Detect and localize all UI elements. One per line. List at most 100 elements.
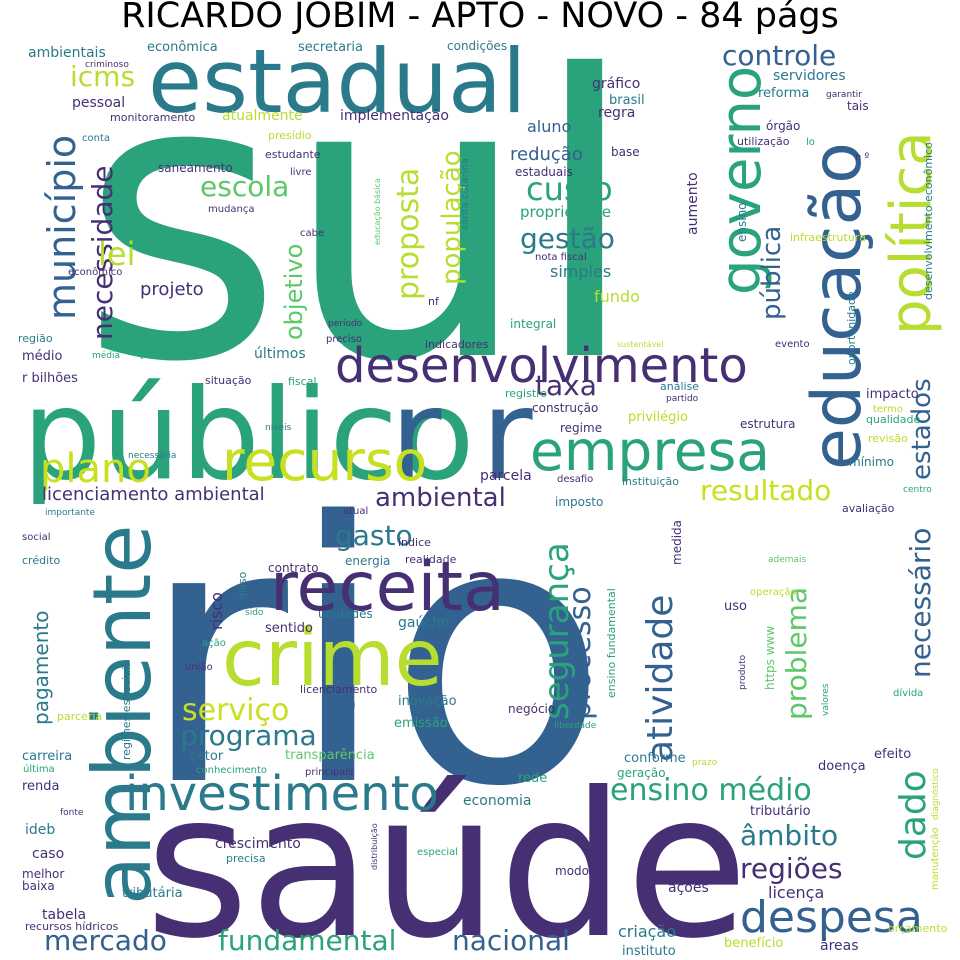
cloud-word: crédito [22, 554, 60, 567]
cloud-word: cabe [300, 228, 324, 239]
cloud-word: estaduais [515, 165, 573, 179]
cloud-word: programa [180, 719, 317, 752]
cloud-word: caso [32, 846, 64, 862]
cloud-word: monitoramento [110, 111, 196, 124]
cloud-word: contrato [268, 561, 319, 575]
cloud-word: fiscal [288, 375, 317, 388]
cloud-word: propriedade [520, 203, 611, 221]
cloud-word: município [40, 135, 84, 320]
cloud-word: necessário [904, 528, 937, 678]
cloud-word: orçamento [888, 922, 948, 935]
cloud-word: produto [738, 654, 748, 690]
cloud-word: situação [205, 374, 252, 387]
cloud-word: atualmente [222, 108, 303, 124]
cloud-word: despesa [740, 892, 923, 943]
cloud-word: social [22, 532, 51, 543]
cloud-word: desafio [557, 474, 593, 485]
cloud-word: últimos [254, 346, 306, 362]
cloud-word: lei [98, 235, 135, 273]
cloud-word: custo [526, 170, 613, 208]
cloud-word: indicadores [425, 338, 489, 351]
cloud-word: plano [40, 446, 151, 492]
cloud-word: geração [617, 766, 666, 780]
cloud-word: mercado [44, 924, 167, 957]
cloud-word: redução [510, 144, 583, 165]
cloud-word: última [23, 763, 55, 775]
cloud-word: crescimento [215, 836, 301, 852]
cloud-word: ambiental [375, 483, 506, 513]
cloud-word: estadual [148, 30, 526, 133]
cloud-word: regimes especiais [120, 661, 133, 760]
cloud-word: ensino médio [610, 773, 812, 808]
cloud-word: sido [245, 608, 264, 618]
cloud-word: ideb [25, 822, 55, 838]
cloud-word: energia [345, 554, 390, 568]
cloud-word: criação [618, 922, 676, 941]
cloud-word: sul [80, 0, 639, 447]
cloud-word: registro [505, 387, 547, 400]
cloud-word: período [328, 319, 363, 329]
cloud-word: conta [82, 133, 110, 144]
cloud-word: precisa [226, 852, 266, 865]
cloud-word: liberdade [554, 721, 597, 731]
cloud-word: pessoal [72, 95, 125, 111]
cloud-word: problema [780, 587, 813, 720]
cloud-word: instituto [622, 944, 676, 959]
cloud-word: oportunidade [845, 291, 858, 365]
cloud-word: estudante [265, 148, 321, 161]
cloud-word: economia [463, 793, 531, 809]
cloud-word: risco [207, 592, 226, 630]
cloud-word: crime [222, 614, 443, 704]
cloud-word: análise [660, 380, 699, 393]
cloud-word: educação básica [373, 178, 382, 245]
cloud-word: níveis [265, 423, 292, 433]
cloud-word: licenciamento [300, 683, 378, 696]
cloud-word: necessária [128, 451, 176, 461]
cloud-word: política [879, 131, 944, 335]
cloud-word: saúde [145, 750, 749, 960]
cloud-word: avaliação [842, 502, 895, 515]
cloud-word: econômico [68, 266, 122, 278]
cloud-word: ambientais [28, 45, 106, 61]
cloud-word: emissão [394, 716, 448, 731]
cloud-word: fundo [594, 287, 640, 306]
cloud-word: tributária [122, 886, 183, 901]
cloud-word: pagamento [29, 611, 53, 725]
cloud-word: aumento [685, 172, 701, 235]
cloud-word: processo [563, 586, 598, 720]
cloud-word: dado [893, 770, 934, 860]
cloud-word: negócio [508, 702, 555, 716]
cloud-word: baixa [22, 879, 55, 893]
cloud-word: modo [555, 864, 589, 878]
cloud-word: ação [202, 638, 226, 649]
cloud-word: disso [236, 571, 249, 600]
cloud-word: recurso [222, 429, 427, 493]
cloud-word: principais [305, 767, 353, 778]
cloud-word: setor [190, 749, 224, 764]
cloud-word: n º [855, 152, 870, 163]
cloud-word: mudança [208, 204, 255, 215]
cloud-word: imposto [555, 495, 603, 509]
cloud-word: integral [510, 317, 556, 331]
cloud-word: secretaria [298, 40, 363, 55]
cloud-word: prazo [692, 758, 718, 768]
cloud-word: gestão [520, 222, 615, 255]
cloud-word: média [92, 350, 120, 361]
cloud-word: presídio [268, 129, 312, 142]
cloud-word: qualidade [866, 413, 921, 426]
cloud-word: tais [847, 99, 869, 113]
cloud-word: segurança [537, 542, 577, 720]
cloud-word: ações [668, 880, 709, 896]
cloud-word: importante [45, 508, 95, 518]
cloud-word: conforme [624, 751, 686, 766]
cloud-word: pública [757, 226, 787, 320]
cloud-word: dívida [893, 687, 923, 699]
cloud-word: inovação [398, 694, 457, 709]
cloud-word: r r [390, 363, 533, 508]
cloud-word: saneamento [158, 161, 233, 175]
cloud-word: necessidade [86, 166, 119, 340]
cloud-word: santa catarina [460, 158, 471, 230]
cloud-word: estados [907, 378, 937, 480]
cloud-word: tributário [750, 804, 811, 819]
